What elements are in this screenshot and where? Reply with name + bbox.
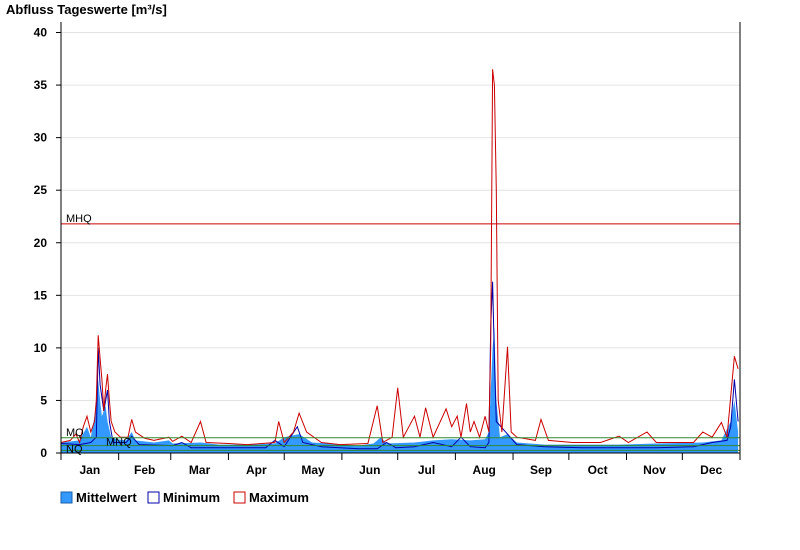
y-tick-label: 15	[34, 288, 48, 302]
legend-swatch-minimum	[147, 491, 160, 504]
y-tick-label: 25	[34, 183, 48, 197]
x-tick-label: Aug	[473, 463, 496, 477]
series-line-minimum	[60, 281, 739, 450]
x-tick-label: Feb	[134, 463, 155, 477]
y-tick-label: 40	[34, 26, 48, 40]
legend: Mittelwert Minimum Maximum	[60, 490, 309, 505]
ref-label-mhq: MHQ	[66, 213, 92, 225]
series-area-mittelwert	[61, 326, 739, 453]
x-tick-label: Apr	[246, 463, 267, 477]
series-layer	[60, 69, 739, 453]
x-tick-label: May	[301, 463, 325, 477]
ref-label-mnq: MNQ	[106, 437, 132, 449]
chart-title: Abfluss Tageswerte [m³/s]	[6, 2, 167, 17]
y-tick-label: 10	[34, 341, 48, 355]
ref-label-mq: MQ	[66, 427, 84, 439]
y-tick-label: 20	[34, 236, 48, 250]
grid	[61, 32, 740, 454]
x-tick-label: Nov	[643, 463, 666, 477]
reference-lines: MHQ MQ MNQ NQ	[61, 213, 740, 455]
x-tick-label: Mar	[189, 463, 211, 477]
x-tick-label: Jan	[79, 463, 100, 477]
legend-label-minimum: Minimum	[163, 490, 220, 505]
x-tick-label: Oct	[588, 463, 608, 477]
x-tick-label: Jun	[359, 463, 380, 477]
legend-swatch-mittelwert	[60, 491, 73, 504]
y-tick-label: 0	[40, 446, 47, 460]
x-tick-label: Sep	[530, 463, 552, 477]
ref-label-nq: NQ	[66, 443, 83, 455]
legend-swatch-maximum	[233, 491, 246, 504]
axes: 0 5 10 15 20 25 30 35 40 Jan Feb Mar Apr May Jun Jul Aug…	[34, 22, 741, 477]
legend-label-maximum: Maximum	[249, 490, 309, 505]
y-tick-label: 5	[40, 393, 47, 407]
y-tick-label: 30	[34, 131, 48, 145]
legend-label-mittelwert: Mittelwert	[76, 490, 137, 505]
x-tick-label: Jul	[418, 463, 435, 477]
x-tick-label: Dec	[700, 463, 722, 477]
y-tick-label: 35	[34, 78, 48, 92]
series-line-maximum	[60, 69, 739, 446]
